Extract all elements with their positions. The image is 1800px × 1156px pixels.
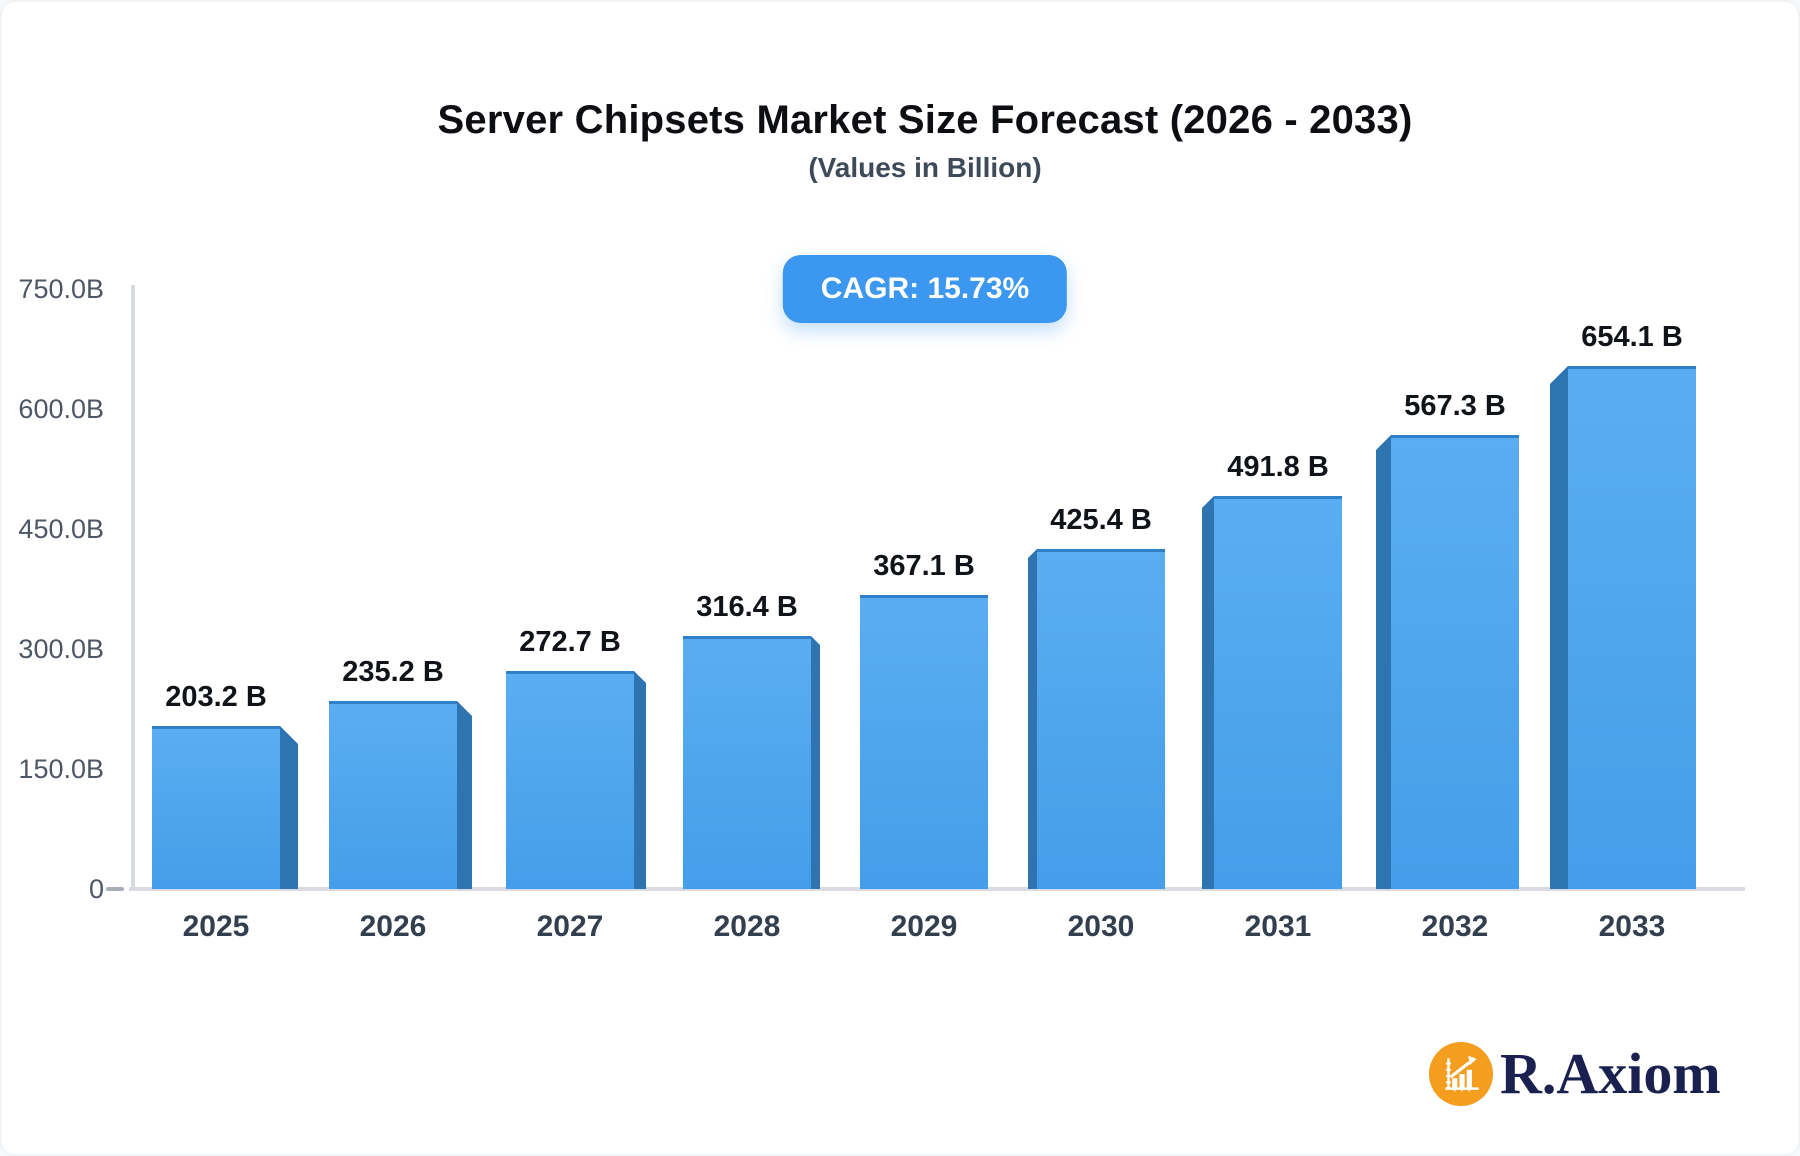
y-axis-line <box>131 285 135 889</box>
x-tick-label-2032: 2032 <box>1421 910 1489 943</box>
bar-value-label-2029: 367.1 B <box>873 550 975 582</box>
x-tick-label-2027: 2027 <box>536 910 604 943</box>
bar-value-label-2033: 654.1 B <box>1581 321 1683 353</box>
bar-2025 <box>152 726 280 889</box>
bar-2031 <box>1214 496 1342 889</box>
cagr-badge: CAGR: 15.73% <box>782 255 1068 323</box>
bar-side-face-2033 <box>1550 366 1568 889</box>
x-tick-label-2028: 2028 <box>713 910 781 943</box>
y-tick-label-150: 150.0B <box>18 754 104 784</box>
bar-value-label-2026: 235.2 B <box>342 656 444 688</box>
bar-value-label-2030: 425.4 B <box>1050 504 1152 536</box>
bar-side-face-2030 <box>1028 549 1037 889</box>
x-tick-label-2031: 2031 <box>1244 910 1312 943</box>
bar-value-label-2028: 316.4 B <box>696 591 798 623</box>
x-tick-label-2033: 2033 <box>1598 910 1666 943</box>
x-tick-label-2025: 2025 <box>182 910 250 943</box>
x-tick-label-2030: 2030 <box>1067 910 1135 943</box>
y-tick-label-0: 0 <box>88 874 104 904</box>
bar-2026 <box>329 701 457 889</box>
bar-value-label-2027: 272.7 B <box>519 626 621 658</box>
bar-side-face-2027 <box>634 671 646 889</box>
brand-chart-icon <box>1429 1042 1493 1106</box>
chart-subtitle: (Values in Billion) <box>808 152 1042 183</box>
brand-logo: R.Axiom <box>1429 1042 1721 1106</box>
bar-side-face-2028 <box>811 636 820 889</box>
bar-value-label-2031: 491.8 B <box>1227 451 1329 483</box>
bar-side-face-2032 <box>1376 435 1391 889</box>
x-tick-label-2029: 2029 <box>890 910 958 943</box>
bar-2027 <box>506 671 634 889</box>
chart-title: Server Chipsets Market Size Forecast (20… <box>437 98 1413 142</box>
bar-2033 <box>1568 366 1696 889</box>
bar-side-face-2026 <box>457 701 472 889</box>
y-tick-label-450: 450.0B <box>18 514 104 544</box>
y-tick-dash-0 <box>106 887 124 891</box>
x-axis-baseline <box>129 887 1745 891</box>
bar-side-face-2025 <box>280 726 298 889</box>
bar-value-label-2025: 203.2 B <box>165 681 267 713</box>
brand-name: R.Axiom <box>1500 1041 1721 1106</box>
bar-2032 <box>1391 435 1519 889</box>
y-tick-label-300: 300.0B <box>18 634 104 664</box>
bar-2029 <box>860 595 988 889</box>
bar-value-label-2032: 567.3 B <box>1404 390 1506 422</box>
y-tick-label-600: 600.0B <box>18 394 104 424</box>
x-tick-label-2026: 2026 <box>359 910 427 943</box>
bar-2030 <box>1037 549 1165 889</box>
bar-side-face-2031 <box>1202 496 1214 889</box>
bar-2028 <box>683 636 811 889</box>
y-tick-label-750: 750.0B <box>18 274 104 304</box>
